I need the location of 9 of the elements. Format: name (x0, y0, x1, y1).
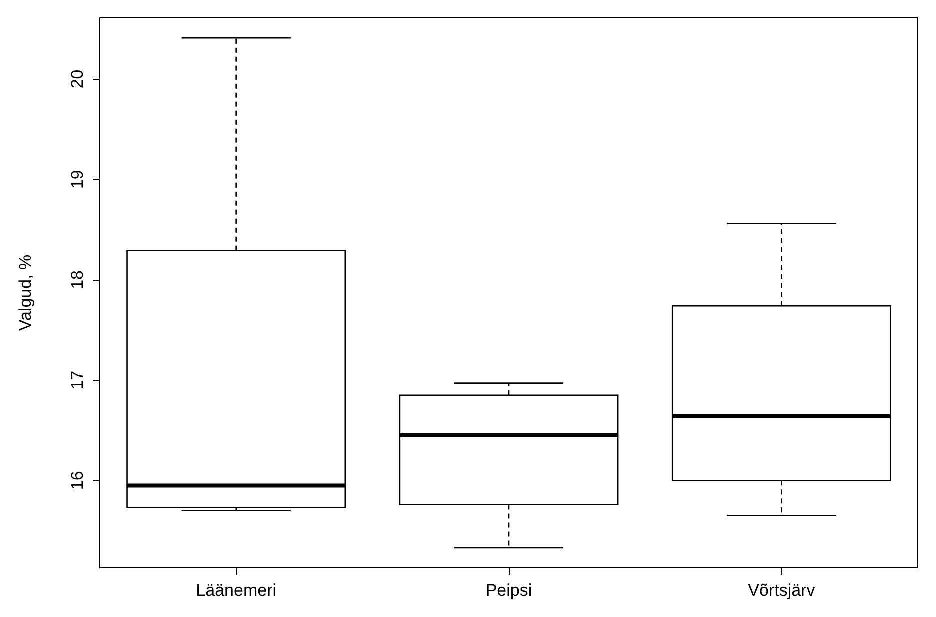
y-tick-label: 19 (68, 170, 87, 190)
y-tick-label: 20 (68, 70, 87, 89)
y-tick-label: 16 (68, 471, 87, 490)
x-tick-label: Võrtsjärv (748, 581, 816, 600)
y-tick-label: 18 (68, 270, 87, 290)
x-tick-label: Peipsi (486, 581, 532, 600)
x-tick-label: Läänemeri (196, 581, 276, 600)
y-axis-title: Valgud, % (16, 254, 35, 332)
y-tick-label: 17 (68, 370, 87, 390)
